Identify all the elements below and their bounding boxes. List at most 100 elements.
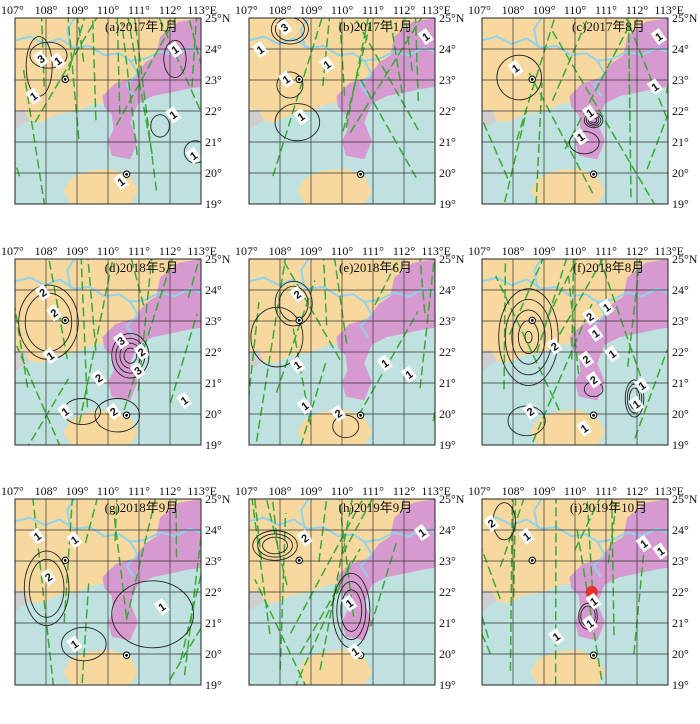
vietnam-coast (482, 590, 497, 611)
guangdong-region (102, 259, 201, 401)
contour-label-text: 1 (170, 44, 182, 57)
contour-label: 3 (129, 361, 146, 380)
contour-label-box (341, 594, 358, 612)
contour-label: 1 (176, 391, 193, 410)
contour-label-box (66, 531, 83, 549)
lat-tick-label: 24° (205, 523, 222, 537)
lon-tick-label: 113°E (654, 3, 684, 17)
cyclone-track (559, 259, 604, 335)
contour-label-text: 1 (551, 631, 563, 644)
contour-label-text: 1 (650, 81, 662, 94)
lon-tick-label: 111° (362, 3, 384, 17)
lon-tick-label: 108° (502, 484, 525, 498)
cyclone-track (342, 499, 374, 554)
contour-label-text: 2 (38, 287, 50, 300)
density-contour (276, 71, 304, 99)
contour-label-box (413, 523, 431, 542)
cyclone-track (512, 499, 517, 597)
lon-tick-label: 109° (300, 3, 323, 17)
cyclone-track (626, 259, 641, 367)
cyclone-track (223, 246, 238, 401)
contour-label-box (318, 55, 336, 74)
cyclone-track (113, 512, 128, 618)
contour-label-box (376, 354, 393, 372)
lon-tick-label: 108° (269, 484, 292, 498)
cyclone-track (551, 30, 656, 204)
contour-label: 1 (598, 298, 615, 317)
vietnam-coast (15, 109, 30, 130)
lon-tick-label: 113°E (421, 484, 451, 498)
contour-label-text: 1 (296, 111, 308, 124)
contour-label-text: 2 (292, 288, 304, 301)
hainan-island (530, 649, 605, 685)
cyclone-track (121, 22, 138, 156)
guangdong-region (102, 499, 201, 641)
panel-frame (14, 17, 202, 205)
lon-tick-label: 112° (393, 244, 416, 258)
guangdong-region (336, 259, 435, 401)
contour-label: 1 (633, 376, 651, 395)
density-contour (111, 580, 195, 649)
river-line (15, 276, 201, 303)
panel-frame (481, 17, 669, 205)
contour-label: 1 (646, 78, 664, 96)
contour-label-text: 2 (486, 517, 498, 530)
cyclone-track (503, 259, 507, 390)
contour-label-text: 1 (420, 31, 432, 44)
contour-label: 2 (585, 371, 602, 389)
contour-label-box (66, 635, 83, 653)
contour-label: 1 (400, 365, 418, 383)
cyclone-track (554, 499, 557, 685)
contour-label: 1 (581, 104, 599, 122)
cyclone-track (114, 499, 118, 542)
lon-tick-label: 107° (468, 484, 491, 498)
lat-tick-label: 19° (672, 678, 689, 692)
contour-label-text: 1 (601, 302, 613, 315)
panel-frame (248, 258, 436, 446)
contour-label: 2 (34, 283, 52, 302)
density-contour (183, 140, 201, 164)
panel-frame (481, 258, 669, 446)
density-contour (504, 298, 553, 376)
contour-label: 2 (105, 402, 122, 421)
contour-label: 2 (45, 304, 63, 322)
contour-label-text: 1 (255, 44, 267, 57)
cyclone-track (516, 18, 556, 141)
lat-tick-label: 19° (205, 438, 222, 452)
contour-label-text: 1 (28, 90, 40, 103)
lat-tick-label: 21° (672, 376, 689, 390)
density-contour (278, 285, 309, 322)
contour-label: 1 (417, 27, 434, 46)
lat-tick-label: 22° (672, 104, 689, 118)
lat-tick-label: 20° (439, 407, 456, 421)
contour-label-box (650, 27, 667, 46)
contour-label-box (164, 106, 182, 124)
lat-tick-label: 20° (672, 407, 689, 421)
lon-tick-label: 109° (533, 3, 556, 17)
contour-label-box (49, 52, 66, 70)
contour-label: 2 (296, 529, 313, 547)
city-marker-dot (592, 653, 595, 657)
contour-label-text: 2 (585, 311, 597, 324)
contour-label-box (40, 568, 57, 586)
river-line (15, 516, 201, 543)
contour-label-box (292, 107, 310, 126)
lat-tick-label: 20° (205, 166, 222, 180)
contour-label-box (129, 361, 146, 380)
lon-tick-label: 108° (35, 484, 58, 498)
contour-label: 1 (587, 324, 604, 343)
vietnam-coast (15, 590, 30, 611)
lat-tick-label: 21° (439, 616, 456, 630)
cyclone-track (251, 499, 271, 635)
lon-tick-label: 112° (159, 3, 182, 17)
cyclone-track (275, 280, 316, 393)
contour-label-box (90, 369, 107, 387)
contour-label: 1 (604, 345, 621, 363)
lat-tick-label: 22° (439, 104, 456, 118)
cyclone-track (625, 18, 668, 119)
panel-title: (g)2018年9月 (105, 500, 179, 515)
contour-label-box (400, 365, 418, 383)
contour-label-box (546, 337, 563, 356)
contour-label-box (483, 514, 500, 532)
contour-label-box (176, 391, 193, 410)
